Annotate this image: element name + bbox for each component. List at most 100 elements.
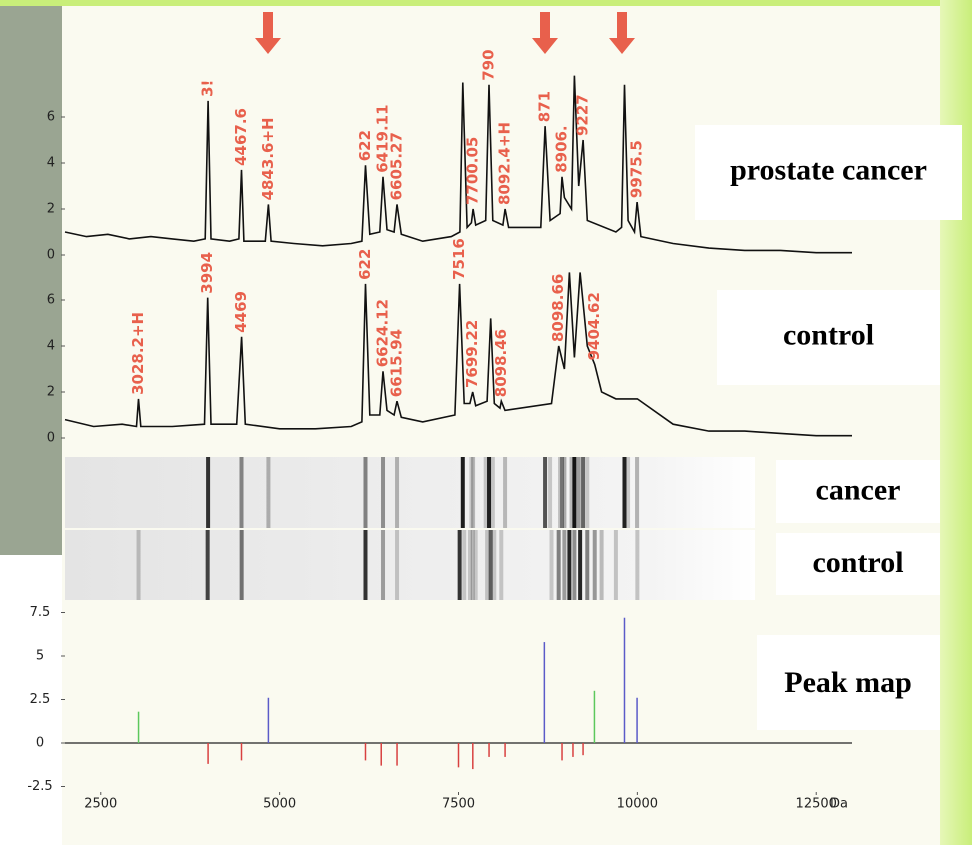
peak-label: 4467.6: [232, 108, 250, 166]
x-tick-label: 7500: [442, 797, 475, 812]
heat-band: [381, 530, 386, 600]
y-tick-label: -2.5: [27, 779, 52, 794]
heat-band: [266, 457, 271, 528]
x-tick-label: 2500: [84, 797, 117, 812]
peak-label: 6615.94: [388, 329, 406, 397]
heat-band: [592, 530, 597, 600]
heat-band: [503, 457, 508, 528]
heat-strip: [65, 530, 755, 600]
panel-label: Peak map: [784, 666, 912, 699]
heat-band: [548, 457, 553, 528]
peak-label: 622: [356, 130, 374, 161]
y-tick-label: 7.5: [30, 605, 51, 620]
y-tick-label: 0: [47, 248, 55, 263]
peak-label: 9227: [574, 94, 592, 136]
heat-band: [543, 457, 548, 528]
heat-band: [490, 457, 495, 528]
peak-label: 7516: [450, 238, 468, 280]
margin: [0, 555, 62, 845]
photo-edge: [0, 0, 62, 555]
heat-band: [558, 457, 563, 528]
heat-band: [549, 530, 554, 600]
heat-band: [136, 530, 141, 600]
heat-band: [567, 530, 572, 600]
heat-band: [205, 530, 210, 600]
heat-band: [395, 457, 400, 528]
heat-band: [457, 530, 462, 600]
strip-label: control: [812, 546, 903, 579]
y-tick-label: 2: [47, 202, 55, 217]
peak-label: 8098.66: [549, 274, 567, 342]
title-bar: [0, 0, 972, 6]
strip-label-box: [776, 460, 940, 523]
heat-band: [485, 530, 490, 600]
heat-band: [569, 457, 574, 528]
heat-band: [363, 457, 368, 528]
y-tick-label: 0: [47, 431, 55, 446]
peak-label: 6419.11: [374, 104, 392, 172]
spectrum-line: [64, 272, 852, 437]
peak-label: 9975.5: [628, 140, 646, 198]
spectrum-line: [64, 75, 852, 254]
y-tick-label: 4: [47, 339, 55, 354]
heat-band: [626, 457, 631, 528]
peak-label: 3994: [198, 252, 216, 294]
heat-band: [488, 530, 493, 600]
heat-band: [578, 530, 583, 600]
heat-band: [576, 457, 581, 528]
heat-band: [556, 530, 561, 600]
heat-band: [562, 530, 567, 600]
arrows: [255, 12, 635, 54]
peak-label: 8906.: [553, 125, 571, 172]
y-tick-label: 5: [36, 649, 44, 664]
heat-band: [560, 457, 565, 528]
heat-band: [469, 457, 474, 528]
heat-band: [395, 530, 400, 600]
heat-band: [473, 530, 478, 600]
heat-band: [483, 457, 488, 528]
panel-label: control: [783, 318, 874, 351]
strip-label-box: [776, 533, 940, 595]
peak-label: 622: [356, 249, 374, 280]
heat-band: [572, 530, 577, 600]
peak-label: 4469: [232, 291, 250, 333]
y-tick-label: 0: [36, 736, 44, 751]
heat-band: [467, 530, 472, 600]
peak-label: 871: [536, 91, 554, 122]
heat-band: [471, 457, 476, 528]
heat-strip: [65, 457, 755, 528]
heat-band: [239, 457, 244, 528]
peak-label: 3!: [199, 80, 217, 97]
x-tick-label: 5000: [263, 797, 296, 812]
peak-label: 8098.46: [492, 329, 510, 397]
label-box: [757, 635, 940, 730]
heat-band: [635, 530, 640, 600]
peak-label: 6605.27: [388, 132, 406, 200]
x-tick-label: 12500: [796, 797, 837, 812]
label-box: [695, 125, 962, 220]
heat-band: [499, 530, 504, 600]
heat-band: [239, 530, 244, 600]
heat-band: [363, 530, 368, 600]
heat-band: [381, 457, 386, 528]
heat-band: [585, 457, 590, 528]
heat-band: [585, 530, 590, 600]
y-tick-label: 6: [47, 293, 55, 308]
y-tick-label: 2: [47, 385, 55, 400]
heat-band: [572, 457, 577, 528]
strip-label: cancer: [816, 473, 901, 506]
y-tick-label: 6: [47, 110, 55, 125]
peak-label: 7699.22: [463, 320, 481, 388]
y-tick-label: 4: [47, 156, 55, 171]
label-box: [717, 290, 940, 385]
heat-band: [206, 457, 211, 528]
x-axis-label: Da: [830, 797, 848, 812]
heat-band: [613, 530, 618, 600]
peak-label: 9404.62: [585, 292, 603, 360]
peak-label: 8092.4+H: [496, 122, 514, 205]
heat-band: [622, 457, 627, 528]
heat-band: [460, 457, 465, 528]
peak-label: 6624.12: [374, 299, 392, 367]
heat-band: [492, 530, 497, 600]
